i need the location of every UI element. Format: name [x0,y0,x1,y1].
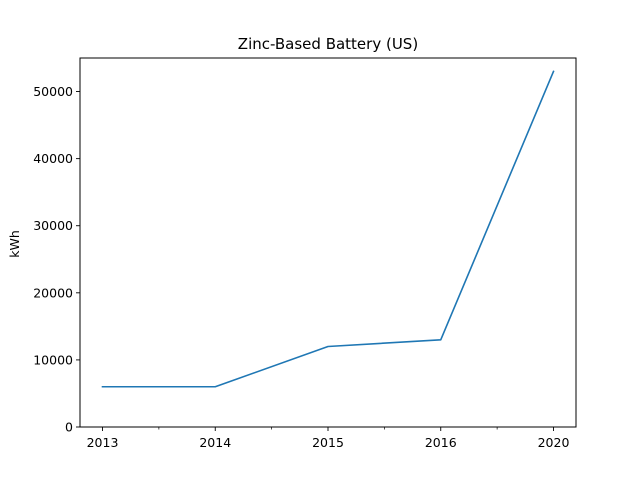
x-tick-label-4: 2020 [538,435,570,450]
chart-title: Zinc-Based Battery (US) [238,35,418,53]
y-tick-label-0: 0 [65,420,73,435]
y-tick-label-5: 50000 [33,84,73,99]
series-line-0 [101,70,555,388]
x-tick-label-3: 2016 [425,435,457,450]
x-tick-label-1: 2014 [199,435,231,450]
x-tick-label-0: 2013 [87,435,119,450]
x-tick-label-2: 2015 [312,435,344,450]
axes-frame [79,57,577,428]
y-tick-label-3: 30000 [33,218,73,233]
y-axis-label: kWh [7,230,22,258]
y-tick-label-2: 20000 [33,285,73,300]
plot-area: 0 10000 20000 30000 40000 50000 2013 2014 2015 20… [33,57,577,450]
y-tick-label-4: 40000 [33,151,73,166]
y-tick-label-1: 10000 [33,352,73,367]
